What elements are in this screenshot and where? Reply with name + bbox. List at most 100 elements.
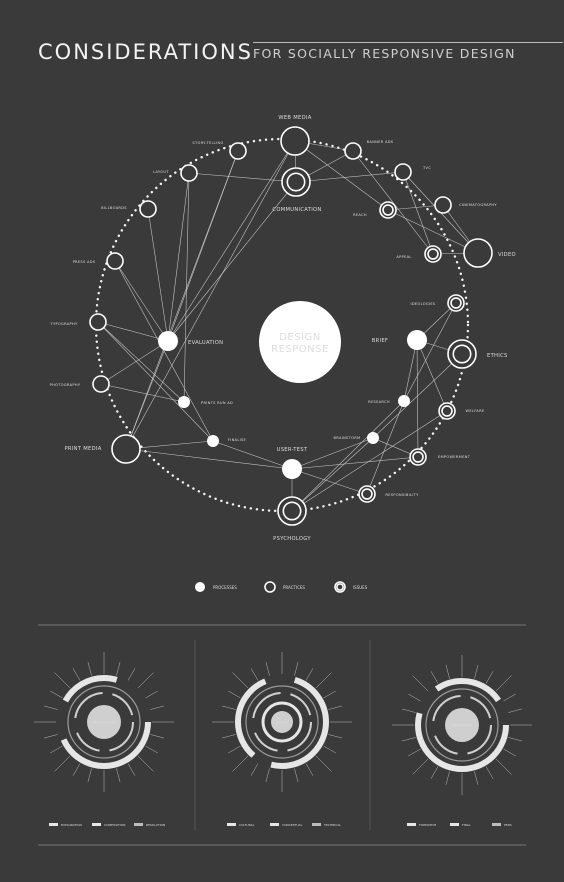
legend-mark-practice <box>264 581 276 593</box>
mini-inner-ring-1 <box>67 685 141 759</box>
node-communication <box>281 167 311 197</box>
node-label-web-media: WEB MEDIA <box>278 115 311 121</box>
mini-spoke-1-15 <box>54 672 71 689</box>
link-brief-research <box>403 339 418 402</box>
mini-legend-swatch-1-1 <box>92 823 101 826</box>
mini-spoke-2-19 <box>294 662 299 676</box>
mini-spoke-3-17 <box>445 665 450 679</box>
mini-spoke-2-11 <box>222 734 236 739</box>
node-label-reach: REACH <box>353 213 367 217</box>
mini-spoke-3-20 <box>485 671 494 684</box>
mini-center-label-2: ISSUES <box>276 721 287 725</box>
mini-legend-label-1-1: COMPOSITION <box>104 823 125 827</box>
mini-spoke-3-23 <box>508 708 522 713</box>
mini-spoke-2-16 <box>250 668 259 681</box>
link-communication-layout <box>188 172 297 183</box>
link-evaluation-web-media <box>167 140 296 342</box>
node-label-evaluation: EVALUATION <box>188 340 223 346</box>
mini-spoke-1-21 <box>137 672 154 689</box>
mini-spoke-1-10 <box>50 745 63 754</box>
node-label-psychology: PSYCHOLOGY <box>273 536 311 542</box>
mini-spoke-3-21 <box>495 675 512 692</box>
title-main: CONSIDERATIONS <box>38 40 253 64</box>
node-label-responsibility: RESPONSIBILITY <box>385 493 419 497</box>
node-evaluation <box>158 331 178 351</box>
node-print-media <box>111 434 141 464</box>
mini-spoke-2-14 <box>228 690 241 699</box>
node-web-media <box>280 126 310 156</box>
node-label-press-ads: PRESS ADS <box>73 260 96 264</box>
mini-spoke-3-2 <box>503 748 516 757</box>
node-label-layout: LAYOUT <box>153 170 169 174</box>
mini-chart-3 <box>392 655 532 826</box>
link-research-ideologies <box>403 302 457 402</box>
mini-spoke-1-20 <box>127 668 136 681</box>
node-label-print-run: PRINTS RUN AD <box>201 401 233 405</box>
mini-spoke-2-17 <box>265 662 270 676</box>
mini-chart-1 <box>34 652 174 826</box>
mini-spoke-1-23 <box>150 705 164 710</box>
node-label-tvc: TVC <box>422 166 431 170</box>
mini-legend-label-3-2: PERS <box>504 823 512 827</box>
mini-spoke-3-3 <box>495 758 512 775</box>
node-billboards <box>139 200 157 218</box>
mini-spoke-1-19 <box>116 662 121 676</box>
node-user-test <box>282 459 302 479</box>
mini-spoke-2-15 <box>232 672 249 689</box>
node-reach-inner <box>382 204 394 216</box>
node-label-communication: COMMUNICATION <box>272 207 321 213</box>
mini-legend-label-2-1: CONCEPTUAL <box>282 823 303 827</box>
mini-spoke-1-5 <box>116 768 121 782</box>
link-web-media-reach <box>294 140 389 211</box>
mini-spoke-1-2 <box>145 745 158 754</box>
mini-spoke-2-3 <box>315 755 332 772</box>
mini-spoke-1-4 <box>127 763 136 776</box>
link-print-media-web-media <box>125 140 296 450</box>
node-label-banner-ads: BANNER ADS <box>367 140 394 144</box>
link-brainstorm-ethics <box>372 353 463 439</box>
mini-spoke-1-8 <box>72 763 81 776</box>
mini-mid-ring-1 <box>74 692 134 752</box>
link-evaluation-photography <box>100 340 169 385</box>
mini-spoke-3-4 <box>485 766 494 779</box>
mini-spoke-1-1 <box>150 734 164 739</box>
node-label-appeal: APPEAL <box>396 255 411 259</box>
mini-center-3 <box>445 708 479 742</box>
mini-spoke-3-10 <box>408 748 421 757</box>
node-cinematography <box>434 196 452 214</box>
node-label-brainstorm: BRAINSTORM <box>334 436 361 440</box>
node-label-user-test: USER-TEST <box>277 447 308 453</box>
node-ideologies-inner <box>450 297 462 309</box>
link-evaluation-communication <box>167 181 297 342</box>
node-press-ads <box>106 252 124 270</box>
mini-spoke-3-11 <box>402 737 416 742</box>
mini-spoke-2-21 <box>315 672 332 689</box>
link-brief-empowerment <box>416 339 419 458</box>
link-print-run-layout <box>183 172 190 403</box>
node-label-print-media: PRINT MEDIA <box>64 446 101 452</box>
mini-outer-arc-2 <box>235 675 329 769</box>
mini-inner-ring-3 <box>425 688 499 762</box>
link-evaluation-typography <box>97 321 169 342</box>
legend-label-practice: PRACTICES <box>283 585 305 590</box>
node-responsibility-inner <box>361 488 373 500</box>
mini-inner-ring-2 <box>245 685 319 759</box>
node-finalise <box>207 435 219 447</box>
mini-spoke-2-2 <box>323 745 336 754</box>
mini-chart-2 <box>212 652 352 826</box>
node-banner-ads <box>344 142 362 160</box>
node-label-ethics: ETHICS <box>487 353 508 359</box>
mini-spoke-3-7 <box>445 771 450 785</box>
node-label-cinematography: CINEMATOGRAPHY <box>459 203 497 207</box>
mini-legend-swatch-1-2 <box>134 823 143 826</box>
mini-legend-swatch-3-1 <box>450 823 459 826</box>
link-research-responsibility <box>366 400 405 495</box>
node-label-photography: PHOTOGRAPHY <box>50 383 81 387</box>
node-ethics-inner <box>452 344 472 364</box>
mini-spoke-3-5 <box>474 771 479 785</box>
node-psychology-inner <box>282 501 302 521</box>
mini-legend-label-1-2: RESOLUTION <box>146 823 165 827</box>
mini-center-label-1: PROCESSES <box>93 720 116 725</box>
link-brief-welfare <box>416 339 448 412</box>
mini-spoke-2-4 <box>305 763 314 776</box>
